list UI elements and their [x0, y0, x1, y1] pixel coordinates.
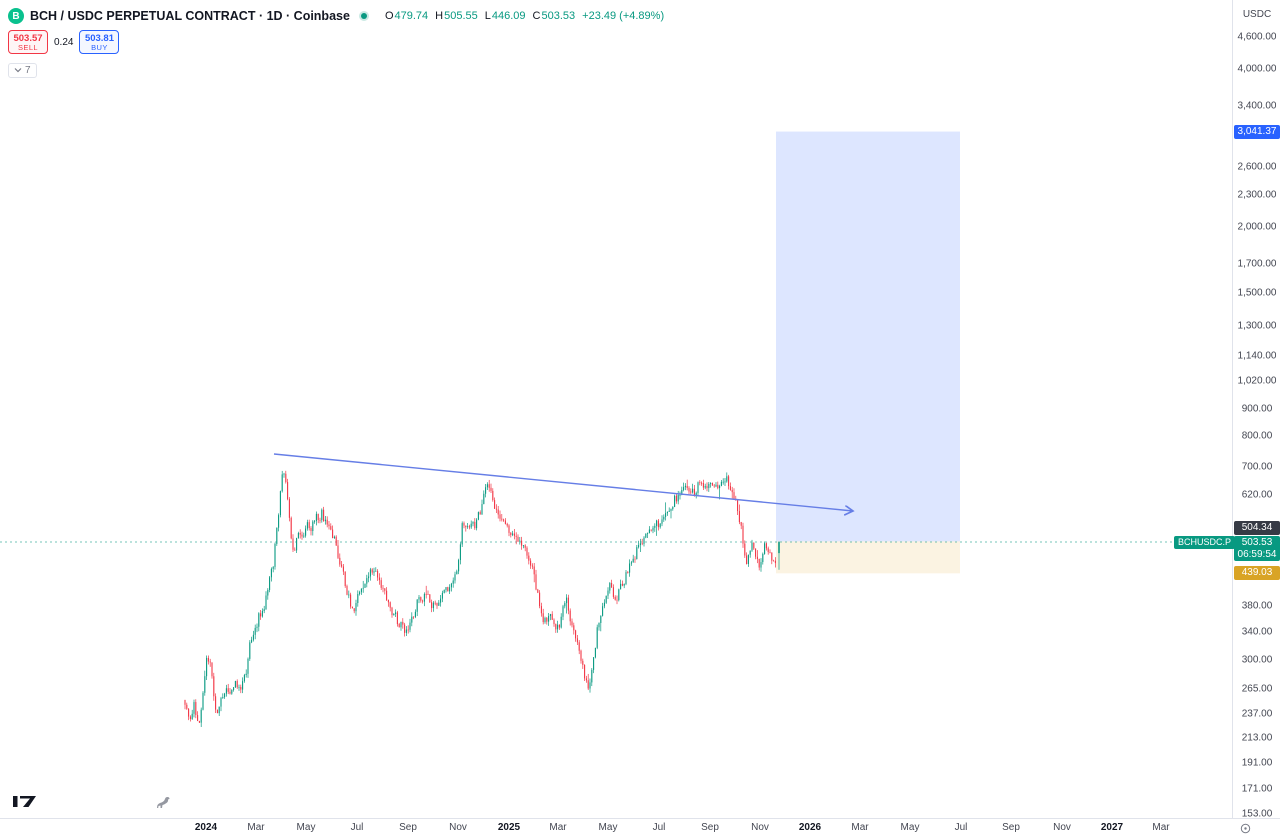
- legend-collapse-count: 7: [25, 64, 31, 76]
- price-tick-label: 1,140.00: [1237, 350, 1277, 362]
- stop-price-label[interactable]: 439.03: [1234, 566, 1280, 581]
- buy-price: 503.81: [84, 32, 114, 44]
- ohlc-high-label: H: [435, 10, 444, 22]
- time-tick-label: Nov: [449, 822, 467, 833]
- time-tick-label: May: [598, 822, 618, 833]
- ohlc-change-value: +23.49 (+4.89%): [582, 10, 665, 22]
- time-tick-label: 2026: [798, 822, 822, 833]
- time-tick-label: Mar: [1152, 822, 1170, 833]
- price-tick-label: 620.00: [1241, 489, 1273, 501]
- chart-region[interactable]: B BCH / USDC PERPETUAL CONTRACT · 1D · C…: [0, 0, 1236, 818]
- time-tick-label: Sep: [701, 822, 719, 833]
- legend: B BCH / USDC PERPETUAL CONTRACT · 1D · C…: [8, 7, 664, 79]
- ohlc-open-label: O: [384, 10, 394, 22]
- entry-price-label[interactable]: 504.34: [1234, 521, 1280, 536]
- price-tick-label: 2,000.00: [1237, 221, 1277, 233]
- price-axis-currency[interactable]: USDC: [1242, 9, 1272, 20]
- legend-collapse-chip[interactable]: 7: [8, 62, 37, 78]
- chart-canvas[interactable]: [0, 0, 1232, 818]
- target-price-label[interactable]: 3,041.37: [1234, 124, 1280, 139]
- legend-symbol-row: B BCH / USDC PERPETUAL CONTRACT · 1D · C…: [8, 7, 664, 25]
- time-tick-label: Nov: [751, 822, 769, 833]
- sell-price: 503.57: [13, 32, 43, 44]
- price-tick-label: 153.00: [1241, 808, 1273, 820]
- symbol-price-tag[interactable]: BCHUSDC.P: [1174, 535, 1236, 549]
- price-tick-label: 1,020.00: [1237, 375, 1277, 387]
- time-tick-label: 2025: [497, 822, 521, 833]
- last-price-label[interactable]: 503.53 06:59:54: [1234, 536, 1280, 562]
- time-tick-label: May: [296, 822, 316, 833]
- price-tick-label: 171.00: [1241, 783, 1273, 795]
- ohlc-low-label: L: [484, 10, 491, 22]
- price-tick-label: 4,000.00: [1237, 63, 1277, 75]
- price-tick-label: 1,300.00: [1237, 320, 1277, 332]
- price-tick-label: 2,300.00: [1237, 189, 1277, 201]
- bch-logo-icon: B: [8, 8, 24, 24]
- time-tick-label: 2024: [194, 822, 218, 833]
- time-tick-label: Mar: [549, 822, 567, 833]
- ohlc-low-value: 446.09: [491, 10, 526, 22]
- price-tick-label: 2,600.00: [1237, 161, 1277, 173]
- time-tick-label: Jul: [652, 822, 666, 833]
- time-tick-label: 2027: [1100, 822, 1124, 833]
- candles-group: [184, 470, 780, 727]
- ohlc-close-label: C: [532, 10, 541, 22]
- time-tick-label: Sep: [399, 822, 417, 833]
- candle-countdown: 06:59:54: [1237, 549, 1277, 561]
- chevron-down-icon: [14, 68, 22, 73]
- sell-button[interactable]: 503.57 SELL: [8, 30, 48, 54]
- price-tick-label: 800.00: [1241, 430, 1273, 442]
- price-tick-label: 191.00: [1241, 757, 1273, 769]
- price-tick-label: 3,400.00: [1237, 100, 1277, 112]
- price-tick-label: 1,500.00: [1237, 287, 1277, 299]
- buy-button[interactable]: 503.81 BUY: [79, 30, 120, 54]
- axis-settings-icon[interactable]: [1240, 821, 1251, 839]
- time-tick-label: Mar: [851, 822, 869, 833]
- price-tick-label: 380.00: [1241, 600, 1273, 612]
- price-axis[interactable]: USDC 4,600.00 4,000.00 3,400.00 2,600.00 2,3…: [1232, 0, 1280, 820]
- trendline[interactable]: [273, 453, 853, 511]
- spread-value: 0.24: [54, 36, 74, 48]
- buy-label: BUY: [91, 42, 108, 52]
- time-axis[interactable]: 2024 Mar May Jul Sep Nov 2025 Mar May Jul Sep Nov 20…: [0, 818, 1280, 837]
- ohlc-close-value: 503.53: [541, 10, 576, 22]
- price-tick-label: 1,700.00: [1237, 258, 1277, 270]
- time-tick-label: May: [900, 822, 920, 833]
- ohlc-readout: O 479.74 H 505.55 L 446.09 C 503.53 +23.49 (…: [378, 10, 664, 22]
- ohlc-open-value: 479.74: [394, 10, 429, 22]
- price-tick-label: 213.00: [1241, 732, 1273, 744]
- price-tick-label: 900.00: [1241, 403, 1273, 415]
- ohlc-high-value: 505.55: [444, 10, 478, 22]
- long-position-tool[interactable]: [776, 131, 960, 574]
- price-tick-label: 340.00: [1241, 626, 1273, 638]
- time-tick-label: Mar: [247, 822, 265, 833]
- market-status-icon[interactable]: [360, 13, 367, 19]
- time-tick-label: Jul: [350, 822, 364, 833]
- last-price-value: 503.53: [1241, 537, 1273, 549]
- time-tick-label: Nov: [1053, 822, 1071, 833]
- time-tick-label: Jul: [954, 822, 968, 833]
- trade-buttons-row: 503.57 SELL 0.24 503.81 BUY: [8, 30, 664, 54]
- price-tick-label: 4,600.00: [1237, 31, 1277, 43]
- price-tick-label: 300.00: [1241, 654, 1273, 666]
- dino-sticker-icon[interactable]: [154, 794, 172, 815]
- time-tick-label: Sep: [1002, 822, 1020, 833]
- sell-label: SELL: [18, 42, 38, 52]
- price-tick-label: 700.00: [1241, 461, 1273, 473]
- tradingview-logo[interactable]: [12, 792, 38, 815]
- price-tick-label: 265.00: [1241, 683, 1273, 695]
- symbol-title[interactable]: BCH / USDC PERPETUAL CONTRACT · 1D · Coi…: [30, 9, 350, 23]
- price-tick-label: 237.00: [1241, 708, 1273, 720]
